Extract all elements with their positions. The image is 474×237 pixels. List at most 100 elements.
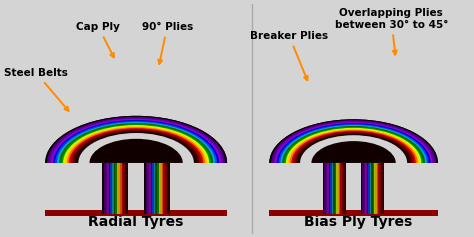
Wedge shape (288, 129, 419, 163)
Bar (144, 163, 170, 214)
Wedge shape (293, 132, 414, 163)
Bar (115, 163, 117, 214)
Bar (117, 163, 118, 214)
Bar (323, 163, 346, 214)
Bar (121, 163, 123, 214)
Bar (326, 163, 328, 214)
Wedge shape (57, 122, 215, 163)
Bar (118, 163, 120, 214)
Bar (361, 163, 384, 214)
Wedge shape (284, 127, 423, 163)
Bar (368, 163, 370, 214)
Bar (106, 163, 107, 214)
Wedge shape (49, 118, 223, 163)
Wedge shape (45, 116, 227, 163)
Bar (45, 210, 227, 216)
Bar (102, 163, 104, 214)
Bar (269, 210, 438, 216)
Bar (112, 163, 114, 214)
Wedge shape (71, 129, 201, 163)
Bar (336, 163, 337, 214)
Wedge shape (269, 119, 438, 163)
Wedge shape (73, 130, 199, 163)
Bar (323, 163, 325, 214)
Bar (335, 163, 336, 214)
Wedge shape (47, 117, 225, 163)
Bar (107, 163, 109, 214)
Text: Bias Ply Tyres: Bias Ply Tyres (304, 214, 412, 228)
Bar (328, 163, 329, 214)
Bar (125, 163, 127, 214)
Bar (361, 163, 363, 214)
Wedge shape (61, 124, 211, 163)
Wedge shape (65, 126, 207, 163)
Bar (164, 163, 165, 214)
Bar (380, 163, 381, 214)
Wedge shape (59, 123, 213, 163)
Bar (364, 163, 365, 214)
Bar (154, 163, 155, 214)
Bar (109, 163, 110, 214)
Bar (120, 163, 121, 214)
Wedge shape (292, 131, 416, 163)
Wedge shape (55, 121, 217, 163)
Wedge shape (297, 134, 410, 163)
Bar (114, 163, 115, 214)
Bar (165, 163, 167, 214)
Bar (155, 163, 157, 214)
Wedge shape (275, 122, 432, 163)
Bar (147, 163, 149, 214)
Bar (325, 163, 326, 214)
Wedge shape (279, 124, 428, 163)
Bar (383, 163, 384, 214)
Wedge shape (45, 116, 227, 163)
Text: Steel Belts: Steel Belts (4, 68, 69, 111)
Text: Radial Tyres: Radial Tyres (89, 214, 184, 228)
Bar (167, 163, 168, 214)
Bar (363, 163, 364, 214)
Bar (345, 163, 346, 214)
Wedge shape (67, 127, 205, 163)
Bar (127, 163, 128, 214)
Bar (337, 163, 339, 214)
Bar (377, 163, 378, 214)
Bar (373, 163, 374, 214)
Wedge shape (269, 119, 438, 163)
Bar (102, 163, 128, 214)
Wedge shape (75, 131, 197, 163)
Wedge shape (295, 133, 412, 163)
Wedge shape (286, 128, 421, 163)
Bar (332, 163, 333, 214)
Bar (365, 163, 367, 214)
Bar (367, 163, 368, 214)
Wedge shape (311, 141, 396, 163)
Bar (168, 163, 170, 214)
Bar (149, 163, 151, 214)
Bar (339, 163, 340, 214)
Wedge shape (90, 139, 182, 163)
Bar (146, 163, 147, 214)
Wedge shape (290, 130, 418, 163)
Wedge shape (69, 128, 203, 163)
Bar (370, 163, 371, 214)
Bar (333, 163, 335, 214)
Bar (374, 163, 375, 214)
Bar (104, 163, 106, 214)
Wedge shape (273, 121, 434, 163)
Bar (152, 163, 154, 214)
Wedge shape (63, 125, 209, 163)
Bar (340, 163, 342, 214)
Wedge shape (271, 120, 436, 163)
Bar (160, 163, 162, 214)
Bar (378, 163, 380, 214)
Bar (157, 163, 159, 214)
Bar (144, 163, 146, 214)
Bar (343, 163, 345, 214)
Bar (329, 163, 330, 214)
Bar (162, 163, 164, 214)
Text: Cap Ply: Cap Ply (76, 22, 120, 57)
Wedge shape (51, 119, 221, 163)
Bar (123, 163, 125, 214)
Text: 90° Plies: 90° Plies (142, 22, 193, 64)
Wedge shape (280, 125, 427, 163)
